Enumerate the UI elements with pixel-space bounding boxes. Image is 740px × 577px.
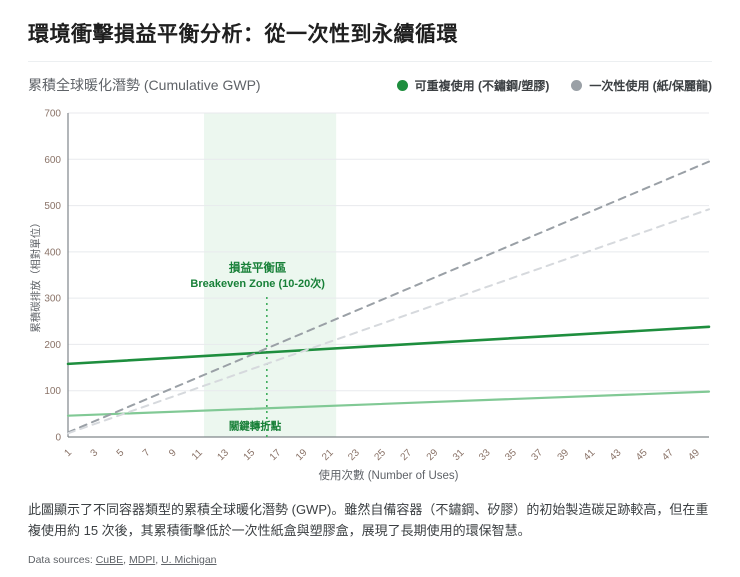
x-tick-label: 25 [372, 447, 388, 463]
x-tick-label: 17 [268, 447, 284, 463]
x-tick-label: 3 [89, 447, 101, 459]
legend-dot-icon [396, 79, 408, 91]
source-link-cube[interactable]: CuBE [95, 553, 124, 566]
breakeven-zone [204, 113, 337, 437]
turning-point-label: 關鍵轉折點 [229, 420, 282, 433]
x-tick-label: 19 [294, 447, 310, 463]
x-tick-label: 11 [190, 447, 205, 462]
x-axis-title: 使用次數 (Number of Uses) [319, 468, 459, 482]
x-tick-label: 7 [141, 447, 153, 459]
x-tick-label: 39 [556, 447, 572, 463]
series-line-single-use-paper [67, 160, 710, 434]
chart-area: 0 100 200 300 400 500 600 700 1 3 5 7 9 11 13 15 17 19 21 2… [28, 103, 712, 489]
legend-item-1: 一次性使用 (紙/保麗龍) [571, 77, 712, 94]
x-tick-label: 43 [608, 447, 624, 463]
source-link-u-michigan[interactable]: U. Michigan [161, 553, 217, 566]
y-tick-label: 200 [44, 340, 61, 351]
y-tick-label: 400 [44, 247, 61, 258]
x-tick-label: 21 [320, 447, 336, 463]
x-tick-label: 5 [115, 447, 127, 459]
source-link-mdpi[interactable]: MDPI [128, 553, 156, 566]
x-tick-label: 9 [167, 447, 179, 459]
y-tick-label: 100 [44, 386, 61, 397]
page-title: 環境衝擊損益平衡分析：從一次性到永續循環 [28, 18, 712, 62]
x-tick-label: 15 [242, 447, 258, 463]
x-tick-label: 31 [451, 447, 467, 463]
legend-dot-icon [571, 79, 583, 91]
x-tick-label: 23 [346, 447, 362, 463]
data-sources-prefix: Data sources: [28, 553, 93, 566]
x-tick-label: 1 [62, 447, 74, 459]
chart-header: 累積全球暖化潛勢 (Cumulative GWP) 可重複使用 (不鏽鋼/塑膠)… [28, 75, 712, 95]
series-line-reusable-steel [66, 325, 711, 366]
breakeven-label-en: Breakeven Zone (10-20次) [190, 276, 325, 290]
x-tick-label: 29 [425, 447, 441, 463]
y-tick-label: 300 [44, 294, 61, 305]
x-tick-label: 41 [582, 447, 598, 463]
x-tick-label: 33 [477, 447, 493, 463]
breakeven-label-zh: 損益平衡區 [229, 260, 287, 274]
y-tick-label: 600 [44, 155, 61, 166]
x-tick-label: 49 [686, 447, 702, 463]
chart-legend: 可重複使用 (不鏽鋼/塑膠) 一次性使用 (紙/保麗龍) [396, 77, 712, 94]
series-line-reusable-plastic [66, 390, 711, 417]
y-axis-title: 累積碳排放（相對單位） [29, 217, 42, 333]
x-tick-label: 45 [634, 447, 650, 463]
chart-subtitle: 累積全球暖化潛勢 (Cumulative GWP) [28, 77, 261, 93]
y-tick-label: 700 [44, 109, 61, 120]
legend-label: 可重複使用 (不鏽鋼/塑膠) [414, 78, 550, 93]
source-links: CuBE, MDPI, U. Michigan [95, 553, 217, 566]
x-tick-label: 47 [660, 447, 676, 463]
x-tick-label: 37 [529, 447, 545, 463]
y-tick-label: 500 [44, 201, 61, 212]
data-sources: Data sources: CuBE, MDPI, U. Michigan [28, 554, 712, 566]
x-tick-label: 13 [215, 447, 231, 463]
legend-item-0: 可重複使用 (不鏽鋼/塑膠) [396, 77, 550, 94]
legend-label: 一次性使用 (紙/保麗龍) [589, 78, 712, 93]
chart-caption: 此圖顯示了不同容器類型的累積全球暖化潛勢 (GWP)。雖然自備容器（不鏽鋼、矽膠… [28, 502, 709, 539]
y-tick-label: 0 [55, 433, 61, 444]
x-tick-label: 27 [399, 447, 415, 463]
series-line-single-use-foam [67, 208, 710, 435]
x-tick-label: 35 [503, 447, 519, 463]
